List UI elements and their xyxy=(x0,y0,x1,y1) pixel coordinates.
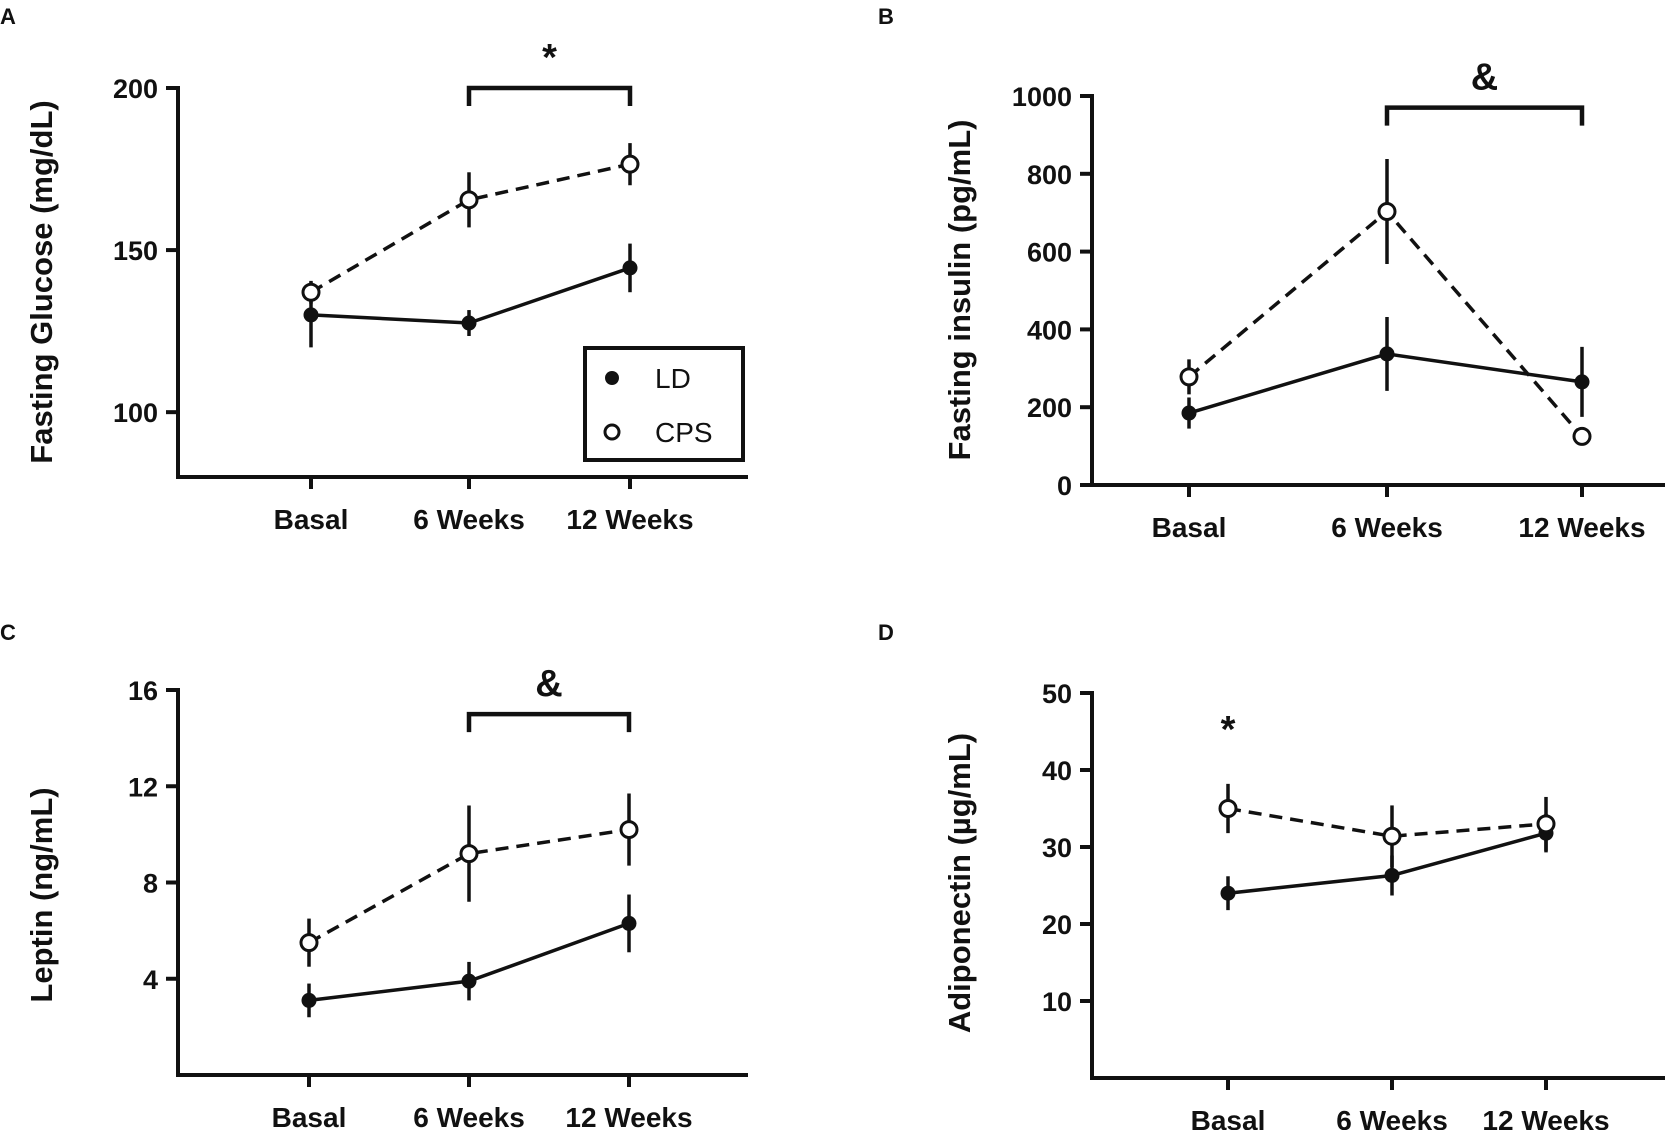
legend-ld-marker xyxy=(605,371,619,385)
y-tick-label: 12 xyxy=(128,772,158,802)
y-tick-label: 100 xyxy=(113,398,158,428)
panel-c-letter: C xyxy=(0,620,16,645)
data-point-cps xyxy=(620,154,640,174)
legend-ld-label: LD xyxy=(655,363,691,394)
x-tick-label: 12 Weeks xyxy=(565,1102,692,1130)
adiponectin-y-axis-title: Adiponectin (µg/mL) xyxy=(942,733,977,1033)
data-point-ld xyxy=(1181,405,1197,421)
y-tick-label: 800 xyxy=(1027,160,1072,190)
x-tick-label: Basal xyxy=(272,1102,347,1130)
y-tick-label: 16 xyxy=(128,676,158,706)
panel-a-letter: A xyxy=(0,4,16,29)
panel-d-letter: D xyxy=(878,620,894,645)
legend-cps-label: CPS xyxy=(655,417,713,448)
data-point-ld xyxy=(301,992,317,1008)
y-tick-label: 40 xyxy=(1042,756,1072,786)
panel-d: D 10 20 30 40 50 Basal 6 Weeks 12 Weeks * Adipon… xyxy=(878,620,1665,1130)
y-tick-label: 10 xyxy=(1042,987,1072,1017)
y-tick-label: 0 xyxy=(1057,471,1072,501)
leptin-plot: 4 8 12 16 Basal 6 Weeks 12 Weeks & xyxy=(128,663,748,1130)
x-tick-label: 12 Weeks xyxy=(1482,1105,1609,1130)
data-point-ld xyxy=(622,260,638,276)
x-tick-label: 12 Weeks xyxy=(566,504,693,535)
legend-cps-marker xyxy=(603,423,621,441)
data-point-cps xyxy=(1572,426,1592,446)
data-point-ld xyxy=(461,973,477,989)
significance-symbol: & xyxy=(1471,57,1498,99)
y-tick-label: 50 xyxy=(1042,679,1072,709)
data-point-cps xyxy=(299,933,319,953)
data-point-cps xyxy=(301,282,321,302)
data-point-ld xyxy=(1384,867,1400,883)
x-tick-label: 6 Weeks xyxy=(1336,1105,1448,1130)
data-point-cps xyxy=(619,820,639,840)
legend-box xyxy=(583,346,745,462)
legend: LD CPS xyxy=(583,346,745,462)
insulin-y-axis-title: Fasting insulin (pg/mL) xyxy=(942,120,977,461)
insulin-plot: 0 200 400 600 800 1000 Basal 6 Weeks 12 Weeks & xyxy=(1012,57,1665,543)
panel-b-letter: B xyxy=(878,4,894,29)
data-point-ld xyxy=(1574,374,1590,390)
data-point-ld xyxy=(1220,885,1236,901)
y-tick-label: 8 xyxy=(143,869,158,899)
data-point-ld xyxy=(461,315,477,331)
data-point-cps xyxy=(1382,826,1402,846)
significance-bracket xyxy=(466,85,633,106)
significance-symbol: * xyxy=(542,37,557,79)
data-point-cps xyxy=(1179,367,1199,387)
y-tick-label: 1000 xyxy=(1012,82,1072,112)
data-point-cps xyxy=(459,844,479,864)
data-point-ld xyxy=(303,307,319,323)
y-tick-label: 150 xyxy=(113,236,158,266)
significance-bracket xyxy=(1384,105,1585,126)
x-tick-label: 6 Weeks xyxy=(413,504,525,535)
leptin-y-axis-title: Leptin (ng/mL) xyxy=(24,787,59,1002)
data-point-cps xyxy=(459,190,479,210)
x-tick-label: 6 Weeks xyxy=(1331,512,1443,543)
glucose-plot: 100 150 200 Basal 6 Weeks 12 Weeks * xyxy=(113,37,748,535)
x-tick-label: 12 Weeks xyxy=(1518,512,1645,543)
y-tick-label: 400 xyxy=(1027,315,1072,345)
panel-a: A 100 150 200 Basal 6 Weeks 12 Weeks * Fasting… xyxy=(0,4,748,535)
y-tick-label: 200 xyxy=(113,74,158,104)
data-point-ld xyxy=(621,915,637,931)
data-point-cps xyxy=(1536,814,1556,834)
y-tick-label: 4 xyxy=(143,965,158,995)
glucose-y-axis-title: Fasting Glucose (mg/dL) xyxy=(24,100,59,463)
y-tick-label: 30 xyxy=(1042,833,1072,863)
y-tick-label: 600 xyxy=(1027,238,1072,268)
data-point-cps xyxy=(1377,202,1397,222)
y-tick-label: 20 xyxy=(1042,910,1072,940)
x-tick-label: Basal xyxy=(1191,1105,1266,1130)
y-tick-label: 200 xyxy=(1027,393,1072,423)
x-tick-label: Basal xyxy=(274,504,349,535)
panel-b: B 0 200 400 600 800 1000 Basal 6 Weeks 12 Weeks &… xyxy=(878,4,1665,543)
significance-symbol: * xyxy=(1221,709,1236,751)
x-tick-label: Basal xyxy=(1152,512,1227,543)
x-tick-label: 6 Weeks xyxy=(413,1102,525,1130)
significance-bracket xyxy=(466,711,632,733)
adiponectin-plot: 10 20 30 40 50 Basal 6 Weeks 12 Weeks * xyxy=(1042,679,1665,1130)
panel-c: C 4 8 12 16 Basal 6 Weeks 12 Weeks & Leptin (ng… xyxy=(0,620,748,1130)
significance-symbol: & xyxy=(535,663,562,705)
data-point-ld xyxy=(1379,346,1395,362)
data-point-cps xyxy=(1218,799,1238,818)
